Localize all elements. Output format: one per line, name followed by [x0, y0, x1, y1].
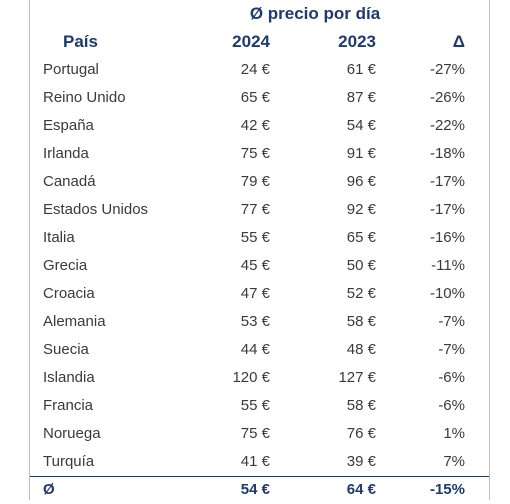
header-2024: 2024 — [232, 32, 270, 51]
cell-country: Italia — [43, 229, 75, 246]
cell-2023: 127 € — [338, 369, 376, 386]
cell-2024: 79 € — [240, 173, 270, 190]
cell-2023: 50 € — [346, 257, 376, 274]
cell-delta: -6% — [438, 397, 465, 414]
cell-2023: 58 € — [346, 313, 376, 330]
cell-2024: 55 € — [240, 397, 270, 414]
header-2023: 2023 — [338, 32, 376, 51]
cell-country: Canadá — [43, 173, 96, 190]
cell-2024: 120 € — [232, 369, 270, 386]
table-row: Islandia 120 € 127 € -6% — [30, 364, 489, 392]
cell-2024: 42 € — [240, 117, 270, 134]
cell-delta: -17% — [429, 201, 465, 218]
cell-delta: -27% — [429, 61, 465, 78]
cell-delta: 7% — [443, 453, 465, 470]
cell-2024: 75 € — [240, 145, 270, 162]
cell-delta: -26% — [429, 89, 465, 106]
cell-country: Estados Unidos — [43, 201, 149, 218]
cell-country: Turquía — [43, 453, 95, 470]
cell-2024: 24 € — [240, 61, 270, 78]
cell-2024: 55 € — [240, 229, 270, 246]
cell-2024: 77 € — [240, 201, 270, 218]
super-header-price-per-day: Ø precio por día — [249, 4, 381, 23]
cell-2023: 96 € — [346, 173, 376, 190]
total-divider — [30, 476, 489, 477]
cell-delta: -18% — [429, 145, 465, 162]
cell-2023: 61 € — [346, 61, 376, 78]
cell-country: Croacia — [43, 285, 95, 302]
table-row: Croacia 47 € 52 € -10% — [30, 280, 489, 308]
cell-country: Francia — [43, 397, 94, 414]
table-body: Portugal 24 € 61 € -27% Reino Unido 65 €… — [30, 56, 489, 476]
cell-delta: -10% — [429, 285, 465, 302]
table-row: Portugal 24 € 61 € -27% — [30, 56, 489, 84]
cell-country: Reino Unido — [43, 89, 126, 106]
cell-country: Noruega — [43, 425, 101, 442]
cell-2023: 48 € — [346, 341, 376, 358]
cell-2023: 76 € — [346, 425, 376, 442]
cell-2024: 47 € — [240, 285, 270, 302]
cell-country: Portugal — [43, 61, 99, 78]
table-row: Italia 55 € 65 € -16% — [30, 224, 489, 252]
cell-country: Islandia — [43, 369, 95, 386]
cell-delta: -22% — [429, 117, 465, 134]
cell-2023: 92 € — [346, 201, 376, 218]
cell-2024: 41 € — [240, 453, 270, 470]
cell-2023: 39 € — [346, 453, 376, 470]
table-left-border — [29, 0, 30, 500]
cell-delta: -7% — [438, 313, 465, 330]
cell-country: Suecia — [43, 341, 89, 358]
table-row: España 42 € 54 € -22% — [30, 112, 489, 140]
table-row: Reino Unido 65 € 87 € -26% — [30, 84, 489, 112]
cell-2023: 54 € — [346, 117, 376, 134]
table-row: Suecia 44 € 48 € -7% — [30, 336, 489, 364]
table-row: Irlanda 75 € 91 € -18% — [30, 140, 489, 168]
cell-2023: 58 € — [346, 397, 376, 414]
table-row: Estados Unidos 77 € 92 € -17% — [30, 196, 489, 224]
table-row: Alemania 53 € 58 € -7% — [30, 308, 489, 336]
cell-delta: -6% — [438, 369, 465, 386]
cell-2023: 65 € — [346, 229, 376, 246]
table-row: Francia 55 € 58 € -6% — [30, 392, 489, 420]
table-row: Grecia 45 € 50 € -11% — [30, 252, 489, 280]
cell-2024: 45 € — [240, 257, 270, 274]
cell-delta: 1% — [443, 425, 465, 442]
cell-2024: 75 € — [240, 425, 270, 442]
cell-delta: -7% — [438, 341, 465, 358]
table-row: Noruega 75 € 76 € 1% — [30, 420, 489, 448]
total-2024: 54 € — [240, 481, 270, 498]
cell-delta: -17% — [429, 173, 465, 190]
cell-2024: 53 € — [240, 313, 270, 330]
cell-2024: 44 € — [240, 341, 270, 358]
table-row: Canadá 79 € 96 € -17% — [30, 168, 489, 196]
cell-country: Alemania — [43, 313, 106, 330]
cell-country: Grecia — [43, 257, 88, 274]
cell-2023: 87 € — [346, 89, 376, 106]
header-country: País — [63, 32, 98, 51]
total-label: Ø — [43, 481, 55, 498]
total-2023: 64 € — [346, 481, 376, 498]
total-delta: -15% — [429, 481, 465, 498]
cell-2023: 91 € — [346, 145, 376, 162]
cell-2023: 52 € — [346, 285, 376, 302]
cell-country: Irlanda — [43, 145, 89, 162]
header-delta: Δ — [452, 32, 465, 51]
cell-delta: -11% — [431, 257, 465, 274]
table-right-border — [489, 0, 490, 500]
cell-delta: -16% — [429, 229, 465, 246]
header-row: País 2024 2023 Δ — [30, 28, 489, 56]
cell-2024: 65 € — [240, 89, 270, 106]
total-row: Ø 54 € 64 € -15% — [30, 476, 489, 504]
table-row: Turquía 41 € 39 € 7% — [30, 448, 489, 476]
cell-country: España — [43, 117, 94, 134]
